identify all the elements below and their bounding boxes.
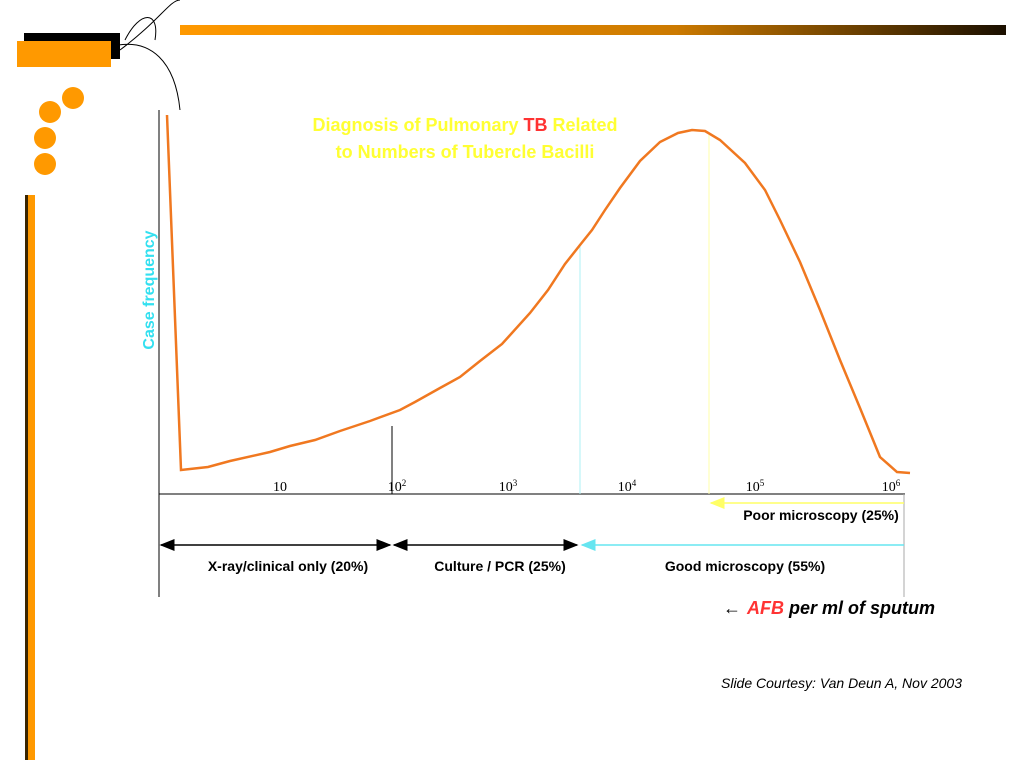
tick-exponent: 3	[513, 478, 518, 488]
tick-base: 10	[388, 480, 402, 495]
deco-curves	[117, 0, 181, 111]
x-tick-label: 103	[499, 478, 518, 495]
title-part: Diagnosis of Pulmonary	[312, 115, 523, 135]
range-label: X-ray/clinical only (20%)	[208, 558, 368, 574]
range-label: Good microscopy (55%)	[665, 558, 825, 574]
tick-exponent: 2	[402, 478, 407, 488]
tick-base: 10	[746, 480, 760, 495]
title-highlight: TB	[524, 115, 548, 135]
deco-dot	[62, 87, 84, 109]
x-label-part: per ml of sputum	[784, 598, 935, 618]
tick-base: 10	[882, 480, 896, 495]
x-label-highlight: AFB	[746, 598, 784, 618]
top-bar	[180, 25, 1006, 35]
title: to Numbers of Tubercle Bacilli	[336, 142, 595, 162]
deco-dot	[34, 153, 56, 175]
tick-base: 10	[499, 480, 513, 495]
deco-block	[17, 41, 111, 67]
x-ticks: 10 102 103 104 105 106	[273, 478, 901, 495]
y-label: Case frequency	[141, 230, 158, 349]
tick-exponent: 6	[896, 478, 901, 488]
x-label: ← AFB per ml of sputum	[723, 598, 935, 618]
deco-dot	[34, 127, 56, 149]
tick-base: 10	[273, 480, 287, 495]
title: Diagnosis of Pulmonary TB Related	[312, 115, 617, 135]
x-tick-label: 102	[388, 478, 407, 495]
tick-exponent: 4	[632, 478, 637, 488]
frequency-curve	[165, 114, 911, 475]
tick-exponent: 5	[760, 478, 765, 488]
deco-dot	[39, 101, 61, 123]
footer: Slide Courtesy: Van Deun A, Nov 2003	[721, 675, 962, 691]
range-label: Culture / PCR (25%)	[434, 558, 565, 574]
x-tick-label: 104	[618, 478, 637, 495]
title-part: Related	[548, 115, 618, 135]
side-bar	[25, 195, 35, 760]
x-tick-label: 105	[746, 478, 765, 495]
x-tick-label: 106	[882, 478, 901, 495]
x-label-arrow: ←	[723, 598, 741, 618]
x-tick-label: 10	[273, 480, 287, 495]
side-bar-edge	[25, 195, 28, 760]
tick-base: 10	[618, 480, 632, 495]
range-label: Poor microscopy (25%)	[743, 507, 899, 523]
